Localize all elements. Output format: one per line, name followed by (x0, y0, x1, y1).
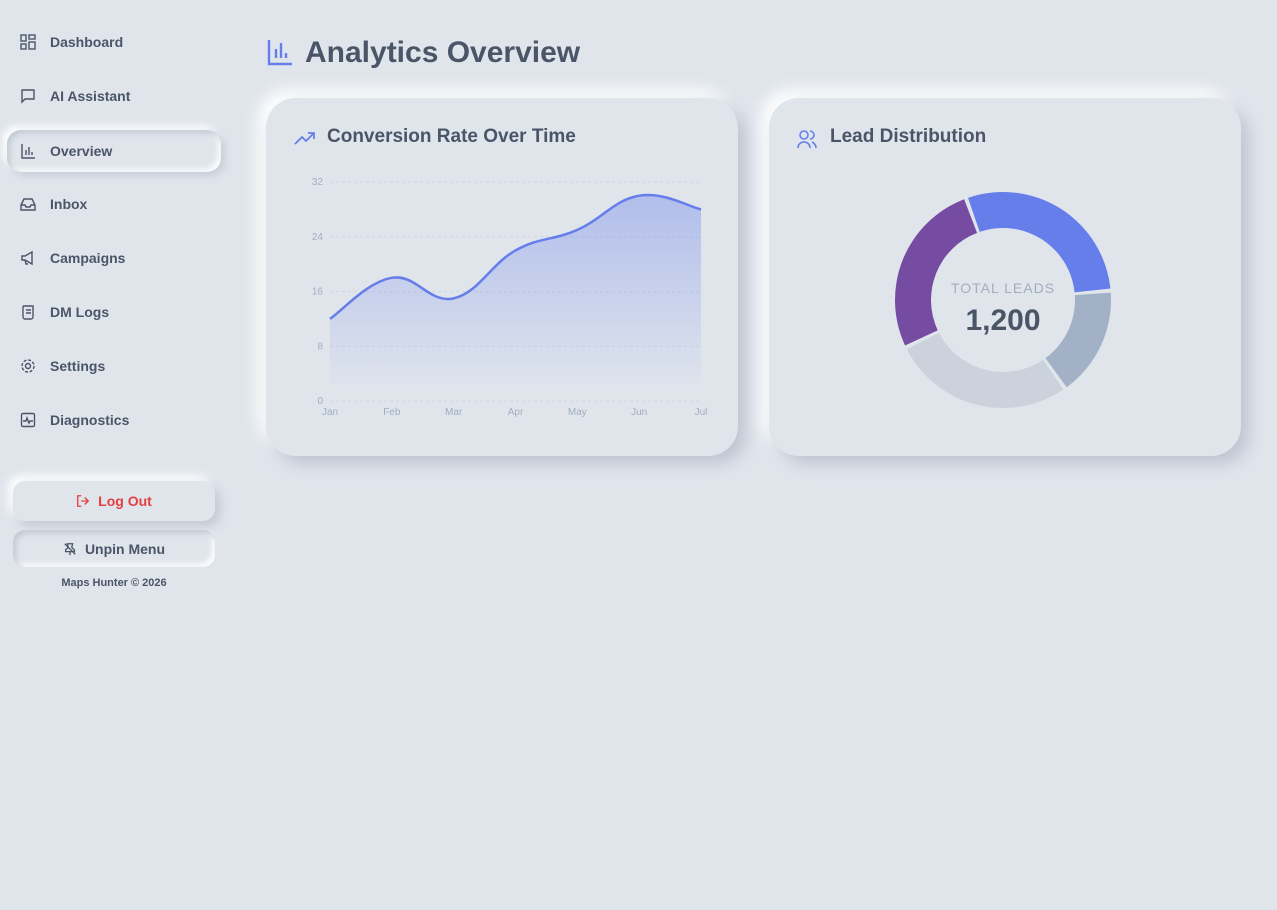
nav-item[interactable]: Inbox (7, 183, 221, 225)
header-icon (267, 40, 292, 66)
nav-item[interactable]: DM Logs (7, 291, 221, 333)
x-tick-label: Jan (322, 407, 338, 418)
footer: Maps Hunter © 2026 (61, 577, 167, 589)
sidebar: Dashboard AI Assistant Overview Inbox Ca… (0, 0, 228, 910)
center-value: 1,200 (965, 304, 1040, 337)
nav-label: Inbox (50, 196, 88, 212)
area (330, 194, 701, 385)
card-icon (294, 132, 315, 145)
x-tick-label: May (568, 407, 587, 418)
icon (20, 412, 36, 428)
icon (21, 89, 35, 104)
nav-item[interactable]: AI Assistant (7, 75, 221, 117)
chart-card: Lead Distribution TOTAL LEADS 1,200 (769, 98, 1241, 456)
unpin-button[interactable]: Unpin Menu (13, 530, 215, 567)
x-tick-label: Jun (631, 407, 647, 418)
center-label: TOTAL LEADS (951, 280, 1055, 296)
x-tick-label: Apr (508, 407, 524, 418)
x-tick-label: Feb (383, 407, 401, 418)
nav-label: AI Assistant (50, 88, 131, 104)
icon (22, 305, 34, 320)
icon (20, 34, 36, 50)
page-title: Analytics Overview (305, 36, 581, 69)
chart-card: Conversion Rate Over Time 0 8 16 24 32 Jan Feb… (266, 98, 738, 456)
icon (21, 250, 33, 266)
doughnut-segment (1045, 292, 1111, 388)
nav-item[interactable]: Overview (7, 130, 221, 172)
doughnut-segment (895, 199, 978, 346)
y-tick-label: 32 (312, 177, 324, 188)
nav-label: Settings (50, 358, 106, 374)
card-title: Lead Distribution (830, 126, 987, 147)
card-icon (797, 130, 817, 149)
doughnut-chart: TOTAL LEADS 1,200 (895, 192, 1111, 408)
icon (21, 359, 35, 373)
button-label: Unpin Menu (84, 540, 166, 557)
icon (77, 495, 90, 507)
nav-label: Overview (50, 143, 113, 159)
y-tick-label: 24 (312, 232, 324, 243)
nav-label: Dashboard (50, 34, 124, 50)
nav-item[interactable]: Campaigns (7, 237, 221, 279)
nav-item[interactable]: Settings (7, 345, 221, 387)
card-title: Conversion Rate Over Time (327, 126, 576, 147)
y-tick-label: 8 (317, 341, 323, 352)
nav-label: Diagnostics (50, 412, 130, 428)
nav-item[interactable]: Dashboard (7, 21, 221, 63)
icon (20, 198, 36, 211)
doughnut-segment (968, 192, 1111, 293)
x-tick-label: Mar (445, 407, 463, 418)
line-chart: 0 8 16 24 32 Jan Feb Mar Apr May Jun Jul (312, 177, 708, 418)
logout-button[interactable]: Log Out (13, 481, 215, 521)
nav-label: DM Logs (50, 304, 110, 320)
line (329, 193, 702, 320)
nav-label: Campaigns (50, 250, 126, 266)
icon (21, 144, 35, 159)
y-tick-label: 0 (317, 396, 323, 407)
nav-item[interactable]: Diagnostics (7, 399, 221, 441)
button-label: Log Out (98, 493, 152, 509)
x-tick-label: Jul (695, 407, 708, 418)
doughnut-segment (906, 332, 1064, 408)
icon (64, 542, 76, 555)
y-tick-label: 16 (312, 287, 324, 298)
